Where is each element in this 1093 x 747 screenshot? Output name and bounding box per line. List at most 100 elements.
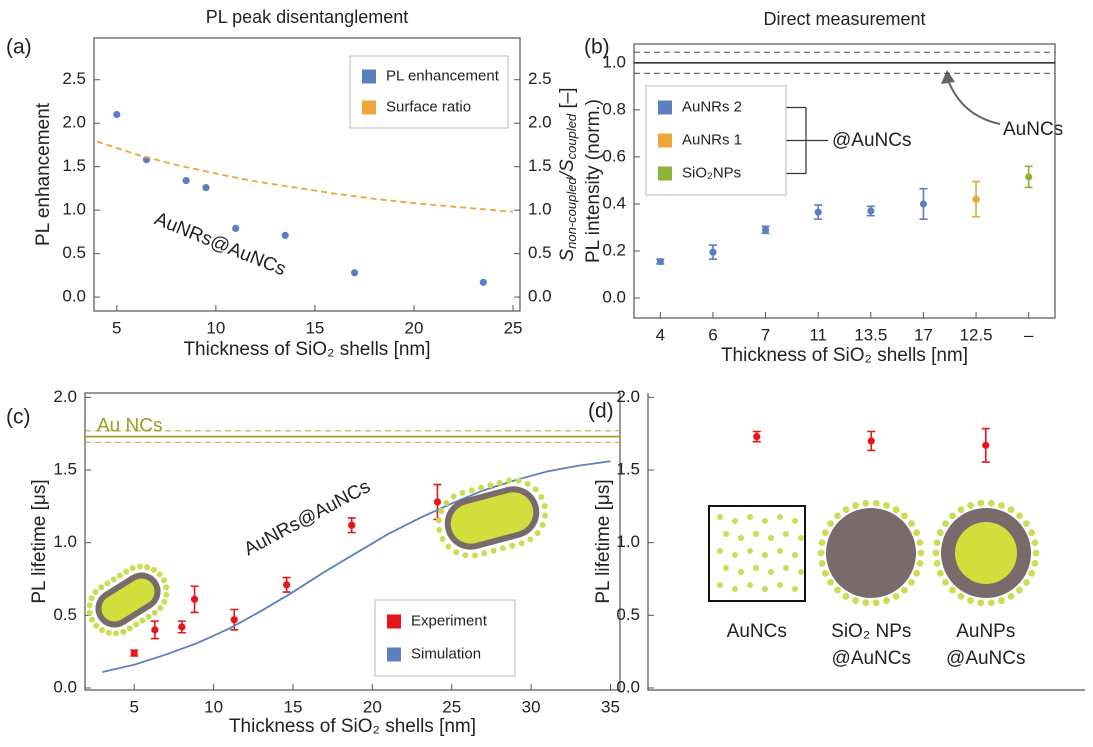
y2-tick-label: 0.5	[528, 243, 552, 262]
decoration	[768, 535, 774, 541]
x-tick-label: 5	[129, 697, 138, 716]
decoration	[98, 584, 105, 591]
panel-label: (a)	[6, 36, 32, 59]
x-category-label: AuNCs	[727, 621, 787, 642]
panel: (a) PL peak disentanglement Thickness of S…	[6, 7, 579, 360]
decoration	[967, 597, 974, 604]
decoration	[1028, 569, 1036, 577]
decoration	[783, 565, 789, 571]
decoration	[955, 522, 1017, 584]
decoration	[892, 592, 900, 600]
decoration	[821, 529, 829, 537]
x-tick-label: 25	[504, 318, 523, 337]
decoration	[738, 569, 744, 575]
decoration	[933, 559, 941, 567]
decoration	[723, 565, 729, 571]
decoration	[133, 621, 140, 628]
x-tick-label: 10	[204, 697, 223, 716]
point	[281, 231, 289, 239]
y-tick-label: 1.5	[53, 459, 77, 478]
decoration	[834, 586, 841, 594]
decoration	[913, 569, 921, 577]
x-tick-label: 20	[405, 318, 424, 337]
y2-label-part: non-coupled	[564, 177, 579, 249]
chart-title: Direct measurement	[763, 9, 925, 29]
legend-swatch	[387, 647, 401, 662]
decoration	[717, 548, 723, 554]
decoration	[777, 514, 783, 520]
point	[982, 441, 990, 449]
decoration	[913, 529, 921, 537]
decoration	[967, 502, 974, 509]
y-tick-label: 0.5	[53, 605, 77, 624]
decoration	[1031, 559, 1039, 567]
decoration	[459, 489, 466, 496]
decoration	[762, 552, 768, 558]
decoration	[732, 552, 738, 558]
decoration	[883, 502, 890, 509]
decoration	[738, 535, 744, 541]
decoration	[443, 499, 450, 506]
decoration	[110, 576, 117, 583]
decoration	[842, 592, 850, 600]
legend-swatch	[387, 614, 401, 629]
decoration	[732, 518, 738, 524]
decoration	[957, 592, 965, 600]
decoration	[435, 517, 442, 524]
decoration	[747, 514, 753, 520]
decoration	[933, 539, 941, 547]
decoration	[490, 547, 497, 554]
y-tick-label: 1.0	[616, 532, 640, 551]
legend-label: Experiment	[411, 612, 488, 629]
y-tick-label: 0.0	[602, 287, 626, 306]
decoration	[872, 599, 880, 607]
x-category-label: @AuNCs	[946, 648, 1025, 669]
decoration	[515, 477, 522, 484]
panel-label: (b)	[584, 36, 610, 59]
dashed-line	[96, 140, 514, 213]
x-tick-label: 15	[284, 697, 303, 716]
decoration	[163, 584, 170, 591]
decoration	[862, 499, 870, 507]
decoration	[768, 569, 774, 575]
decoration	[817, 549, 825, 557]
y-axis-label: PL intensity (norm.)	[583, 99, 604, 263]
x-tick-label: 35	[601, 697, 620, 716]
decoration	[723, 531, 729, 537]
annotation: AuNRs@AuNCs	[151, 209, 288, 281]
decoration	[998, 502, 1005, 509]
y-tick-label: 0.5	[62, 243, 86, 262]
y-tick-label: 1.5	[616, 459, 640, 478]
x-tick-label: 12.5	[960, 325, 993, 344]
decoration	[478, 484, 485, 491]
decoration	[156, 571, 163, 578]
decoration	[104, 580, 111, 587]
decoration	[468, 487, 475, 494]
y-axis-label: PL lifetime [μs]	[29, 479, 50, 603]
decoration	[542, 512, 549, 519]
point	[1025, 173, 1033, 181]
decoration	[487, 482, 494, 489]
decoration	[160, 577, 167, 584]
nanorod-icon	[435, 477, 549, 559]
decoration	[892, 506, 900, 514]
x-axis-label: Thickness of SiO₂ shells [nm]	[229, 716, 476, 737]
y-tick-label: 0.2	[602, 240, 626, 259]
decoration	[120, 628, 127, 635]
decoration	[792, 518, 798, 524]
point	[113, 110, 121, 119]
decoration	[916, 539, 924, 547]
decoration	[462, 552, 469, 559]
decoration	[818, 559, 826, 567]
decoration	[949, 512, 956, 520]
point	[151, 626, 159, 634]
decoration	[818, 539, 826, 547]
decoration	[86, 602, 93, 609]
decoration	[942, 578, 949, 586]
decoration	[717, 514, 723, 520]
decoration	[908, 520, 915, 528]
decoration	[834, 512, 841, 520]
legend-box	[349, 55, 509, 129]
y2-tick-label: 2.0	[528, 113, 552, 132]
decoration	[936, 569, 944, 577]
